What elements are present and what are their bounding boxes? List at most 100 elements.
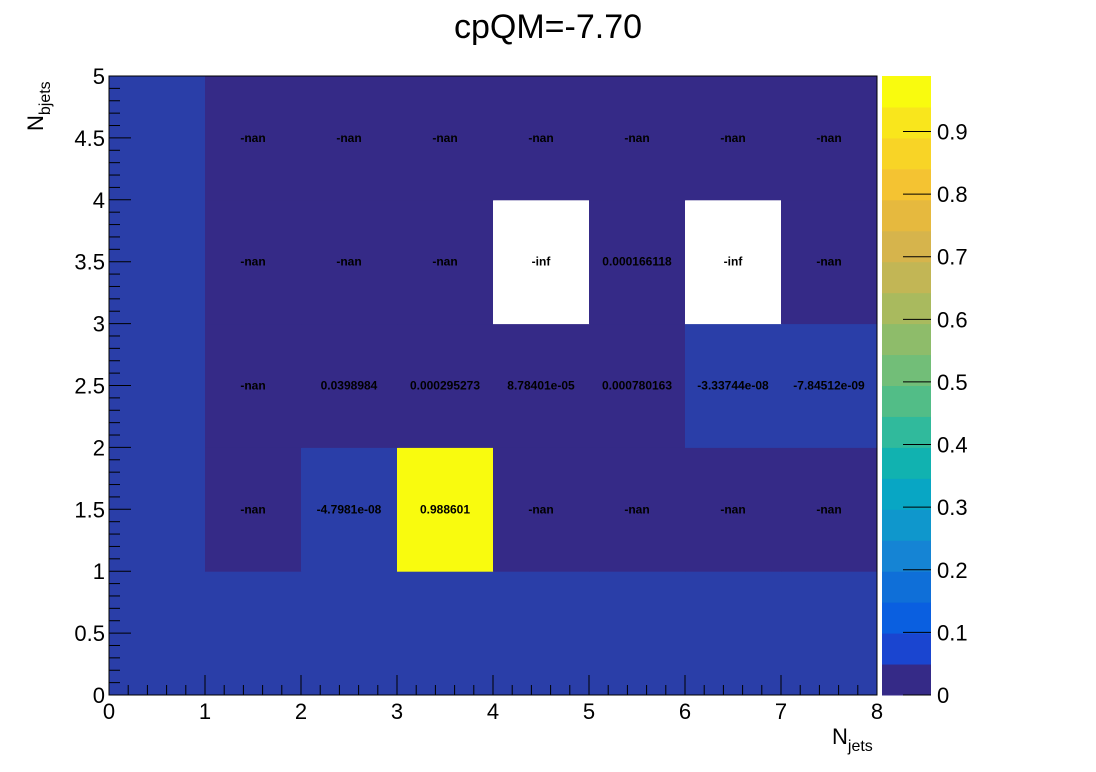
colorbar-swatch (882, 571, 931, 603)
axes: 0 1 2 3 4 5 6 7 8 0 0.5 1 1.5 2 2.5 3 3.5 4 4.5 5 (74, 64, 883, 724)
y-tick-label: 1.5 (74, 497, 105, 522)
y-axis-label-sub: bjets (37, 81, 54, 115)
y-tick-label: 1 (93, 559, 105, 584)
colorbar-swatch (882, 137, 931, 170)
colorbar-swatch (882, 540, 931, 572)
y-tick-label: 3.5 (74, 250, 105, 275)
colorbar-tick-label: 0.8 (937, 182, 968, 207)
cell-value-label: -nan (816, 131, 841, 145)
colorbar-tick-label: 0.1 (937, 620, 968, 645)
cell-value-label: 0.000295273 (410, 379, 480, 393)
heatmap-cell (493, 447, 590, 572)
heatmap-cell (301, 76, 398, 201)
heatmap-cell (493, 323, 590, 448)
heatmap-cell (685, 199, 782, 325)
cell-value-label: -nan (240, 255, 265, 269)
cell-value-label: -nan (624, 131, 649, 145)
heatmap-cell (397, 323, 494, 448)
cell-value-label: -nan (432, 255, 457, 269)
cell-value-label: -nan (528, 131, 553, 145)
colorbar-swatch (882, 168, 931, 201)
x-tick-label: 4 (487, 699, 499, 724)
colorbar-swatch (882, 447, 931, 479)
heatmap-cell (781, 199, 878, 325)
colorbar-swatch (882, 509, 931, 541)
cell-value-label: 0.988601 (420, 502, 470, 516)
heatmap-cell (589, 447, 686, 572)
cell-value-label: -nan (720, 131, 745, 145)
heatmap-cell (397, 571, 494, 696)
x-tick-label: 7 (775, 699, 787, 724)
cell-value-label: -nan (720, 502, 745, 516)
heatmap-cell (685, 323, 782, 448)
colorbar: 0 0.1 0.2 0.3 0.4 0.5 0.6 0.7 0.8 0.9 (882, 76, 968, 708)
x-tick-label: 1 (199, 699, 211, 724)
heatmap-cell (781, 447, 878, 572)
cell-labels: -nan -4.7981e-08 0.988601 -nan -nan -nan -nan -… (240, 131, 865, 516)
x-axis-label-sub: jets (847, 738, 873, 755)
y-tick-label: 0 (93, 683, 105, 708)
colorbar-swatch (882, 199, 931, 232)
cell-value-label: -7.84512e-09 (793, 379, 865, 393)
colorbar-tick-label: 0.5 (937, 370, 968, 395)
cell-value-label: -nan (432, 131, 457, 145)
colorbar-tick-label: 0.9 (937, 119, 968, 144)
y-axis-label-main: N (23, 115, 48, 131)
y-tick-label: 5 (93, 64, 105, 89)
x-tick-label: 3 (391, 699, 403, 724)
heatmap-cell (589, 571, 686, 696)
cell-value-label: 8.78401e-05 (507, 379, 575, 393)
cell-value-label: 0.0398984 (321, 379, 378, 393)
cell-value-label: -inf (724, 255, 744, 269)
y-tick-label: 2.5 (74, 374, 105, 399)
colorbar-tick-label: 0.6 (937, 307, 968, 332)
heatmap-cell (301, 199, 398, 325)
y-tick-label: 2 (93, 435, 105, 460)
heatmap-cell (493, 76, 590, 201)
heatmap-cell (301, 447, 398, 572)
y-tick-label: 4 (93, 188, 105, 213)
heatmap-cell (397, 199, 494, 325)
cell-value-label: -nan (336, 255, 361, 269)
y-tick-label: 3 (93, 312, 105, 337)
x-tick-label: 2 (295, 699, 307, 724)
colorbar-swatch (882, 230, 931, 263)
cell-value-label: -nan (240, 131, 265, 145)
colorbar-swatch (882, 385, 931, 417)
colorbar-tick-label: 0 (937, 683, 949, 708)
colorbar-swatch (882, 478, 931, 510)
colorbar-tick-label: 0.3 (937, 495, 968, 520)
x-tick-label: 8 (871, 699, 883, 724)
colorbar-tick-label: 0.7 (937, 245, 968, 270)
cell-value-label: -nan (240, 379, 265, 393)
cell-value-label: -nan (816, 502, 841, 516)
heatmap-cell (781, 76, 878, 201)
colorbar-swatch (882, 664, 931, 696)
cell-value-label: -nan (816, 255, 841, 269)
x-tick-label: 5 (583, 699, 595, 724)
cell-value-label: 0.000166118 (602, 255, 672, 269)
heatmap-cell (589, 323, 686, 448)
heatmap-cell (493, 571, 590, 696)
cell-value-label: -nan (336, 131, 361, 145)
heatmap-cell (397, 447, 494, 572)
heatmap-cell (205, 571, 302, 696)
colorbar-tick-label: 0.2 (937, 558, 968, 583)
colorbar-swatch (882, 633, 931, 665)
y-axis-label: Nbjets (23, 81, 54, 131)
x-axis-label: Njets (832, 724, 873, 755)
cell-value-label: -nan (240, 502, 265, 516)
colorbar-swatch (882, 106, 931, 139)
colorbar-swatch (882, 354, 931, 386)
colorbar-swatch (882, 76, 931, 108)
cell-value-label: -nan (624, 502, 649, 516)
heatmap-cell (205, 447, 302, 572)
heatmap-cell (781, 323, 878, 448)
cell-value-label: -nan (528, 502, 553, 516)
heatmap-cell (685, 571, 782, 696)
y-tick-label: 4.5 (74, 126, 105, 151)
heatmap-cell (685, 76, 782, 201)
heatmap-cell (205, 76, 302, 201)
heatmap-cell (493, 199, 590, 325)
